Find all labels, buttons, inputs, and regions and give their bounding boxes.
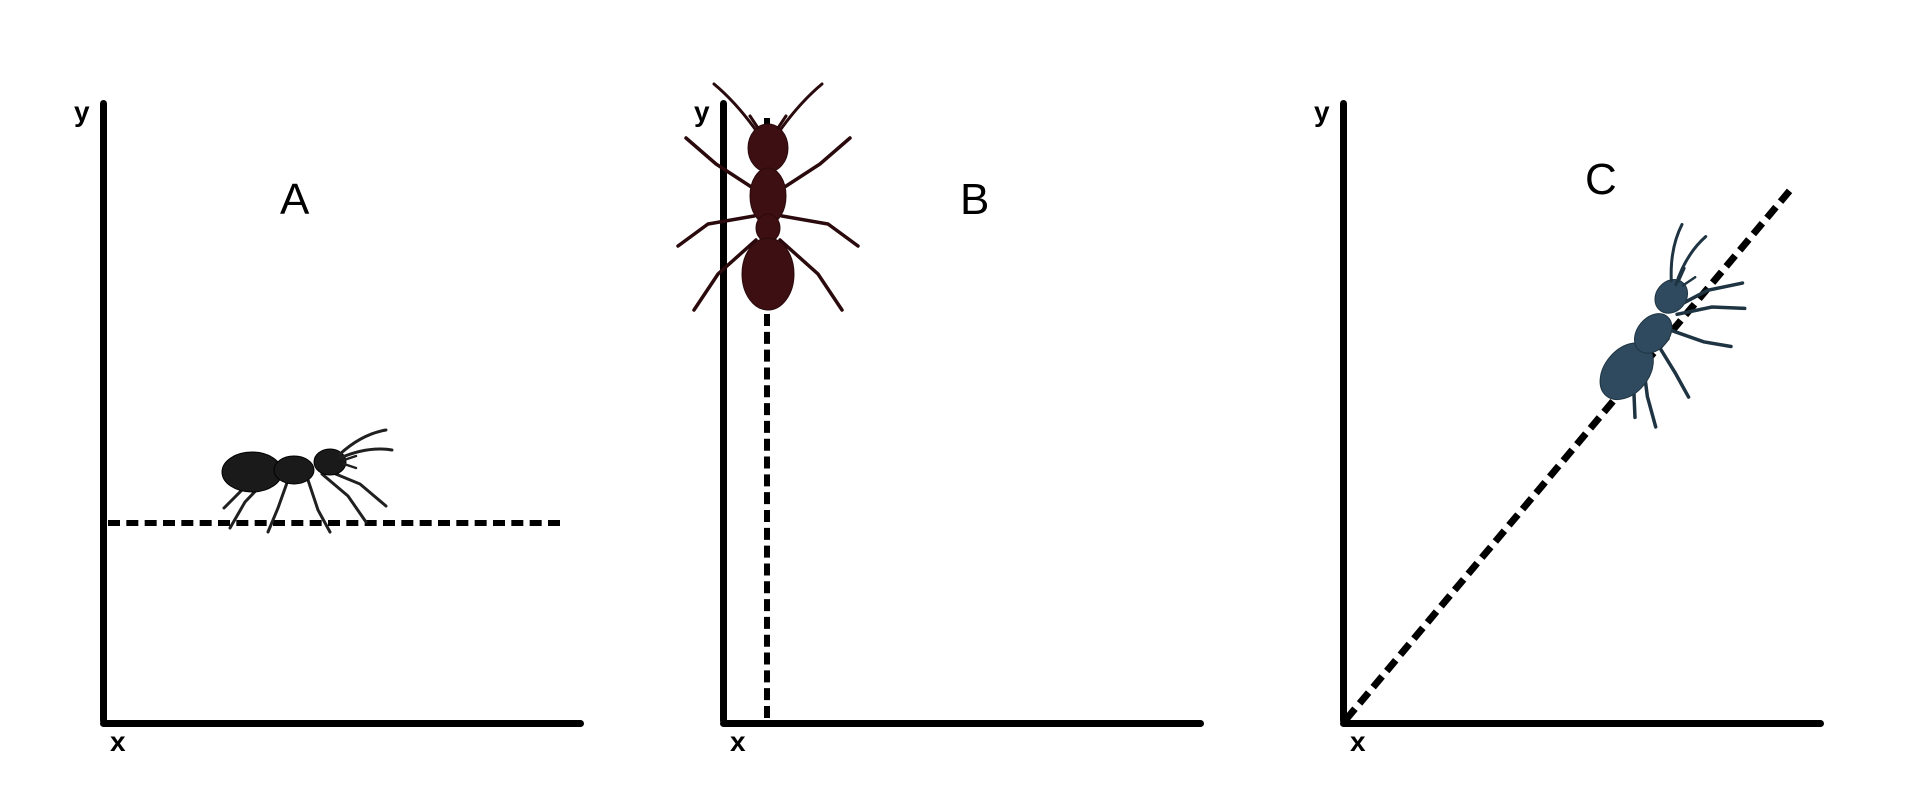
panel-b-x-axis	[720, 720, 1204, 727]
panel-a-label: A	[280, 175, 309, 225]
panel-a-ylabel: y	[74, 96, 90, 128]
ant-a	[190, 400, 410, 540]
panel-c-y-axis	[1340, 100, 1347, 724]
panel-a-xlabel: x	[110, 726, 126, 758]
panel-a-x-axis	[100, 720, 584, 727]
panel-c-label: C	[1585, 155, 1617, 205]
panel-c-x-axis	[1340, 720, 1824, 727]
panel-a-y-axis	[100, 100, 107, 724]
panel-b-label: B	[960, 175, 989, 225]
panel-c-xlabel: x	[1350, 726, 1366, 758]
panel-b-ylabel: y	[694, 96, 710, 128]
figure-stage: A y x	[0, 0, 1920, 800]
panel-c-ylabel: y	[1314, 96, 1330, 128]
panel-b-xlabel: x	[730, 726, 746, 758]
